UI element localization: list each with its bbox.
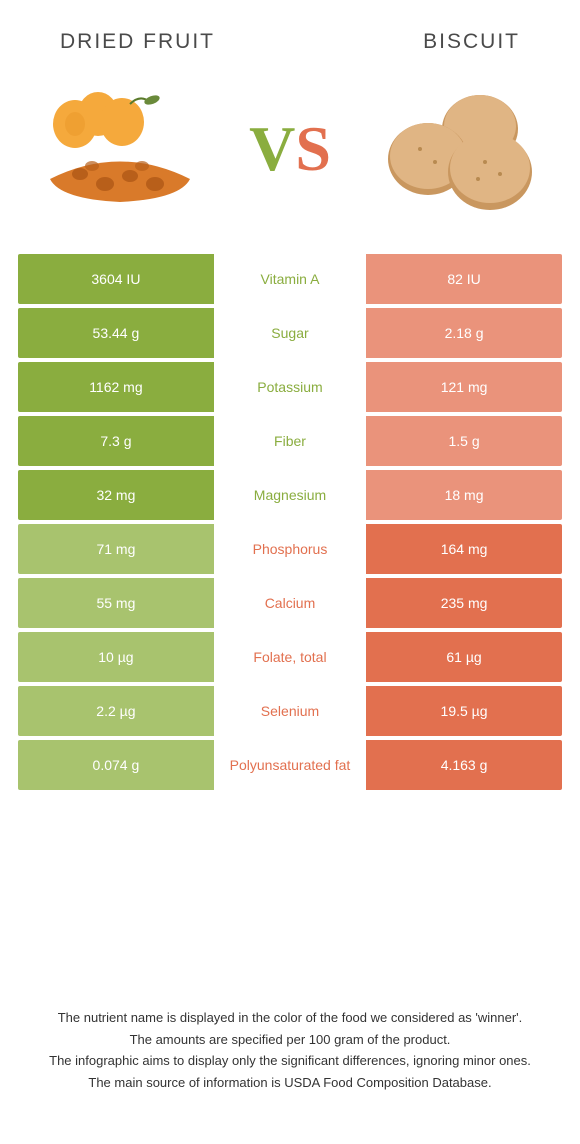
biscuit-image — [370, 84, 550, 214]
footer-notes: The nutrient name is displayed in the co… — [30, 1008, 550, 1094]
left-value: 32 mg — [18, 470, 214, 520]
nutrient-name: Folate, total — [214, 632, 366, 682]
left-value: 2.2 µg — [18, 686, 214, 736]
nutrient-name: Selenium — [214, 686, 366, 736]
footer-line: The amounts are specified per 100 gram o… — [30, 1030, 550, 1050]
table-row: 55 mgCalcium235 mg — [18, 578, 562, 628]
nutrient-name: Sugar — [214, 308, 366, 358]
right-food-title: BISCUIT — [423, 30, 520, 54]
nutrient-name: Vitamin A — [214, 254, 366, 304]
left-value: 0.074 g — [18, 740, 214, 790]
table-row: 1162 mgPotassium121 mg — [18, 362, 562, 412]
right-value: 164 mg — [366, 524, 562, 574]
table-row: 53.44 gSugar2.18 g — [18, 308, 562, 358]
footer-line: The infographic aims to display only the… — [30, 1051, 550, 1071]
table-row: 0.074 gPolyunsaturated fat4.163 g — [18, 740, 562, 790]
right-value: 61 µg — [366, 632, 562, 682]
vs-s: S — [295, 113, 331, 184]
footer-line: The nutrient name is displayed in the co… — [30, 1008, 550, 1028]
table-row: 2.2 µgSelenium19.5 µg — [18, 686, 562, 736]
nutrient-name: Calcium — [214, 578, 366, 628]
table-row: 71 mgPhosphorus164 mg — [18, 524, 562, 574]
right-value: 121 mg — [366, 362, 562, 412]
right-value: 19.5 µg — [366, 686, 562, 736]
nutrient-name: Polyunsaturated fat — [214, 740, 366, 790]
left-value: 3604 IU — [18, 254, 214, 304]
right-value: 4.163 g — [366, 740, 562, 790]
footer-line: The main source of information is USDA F… — [30, 1073, 550, 1093]
header: DRIED FRUIT BISCUIT — [0, 0, 580, 74]
right-value: 1.5 g — [366, 416, 562, 466]
table-row: 32 mgMagnesium18 mg — [18, 470, 562, 520]
vs-label: VS — [249, 112, 331, 186]
table-row: 3604 IUVitamin A82 IU — [18, 254, 562, 304]
dried-fruit-image — [30, 84, 210, 214]
left-value: 55 mg — [18, 578, 214, 628]
nutrient-name: Potassium — [214, 362, 366, 412]
right-value: 82 IU — [366, 254, 562, 304]
left-value: 10 µg — [18, 632, 214, 682]
right-value: 18 mg — [366, 470, 562, 520]
left-value: 71 mg — [18, 524, 214, 574]
nutrient-table: 3604 IUVitamin A82 IU53.44 gSugar2.18 g1… — [18, 254, 562, 790]
nutrient-name: Fiber — [214, 416, 366, 466]
right-value: 2.18 g — [366, 308, 562, 358]
nutrient-name: Magnesium — [214, 470, 366, 520]
left-value: 53.44 g — [18, 308, 214, 358]
nutrient-name: Phosphorus — [214, 524, 366, 574]
left-food-title: DRIED FRUIT — [60, 30, 215, 54]
table-row: 10 µgFolate, total61 µg — [18, 632, 562, 682]
vs-v: V — [249, 113, 295, 184]
vs-row: VS — [0, 74, 580, 244]
right-value: 235 mg — [366, 578, 562, 628]
left-value: 7.3 g — [18, 416, 214, 466]
left-value: 1162 mg — [18, 362, 214, 412]
table-row: 7.3 gFiber1.5 g — [18, 416, 562, 466]
